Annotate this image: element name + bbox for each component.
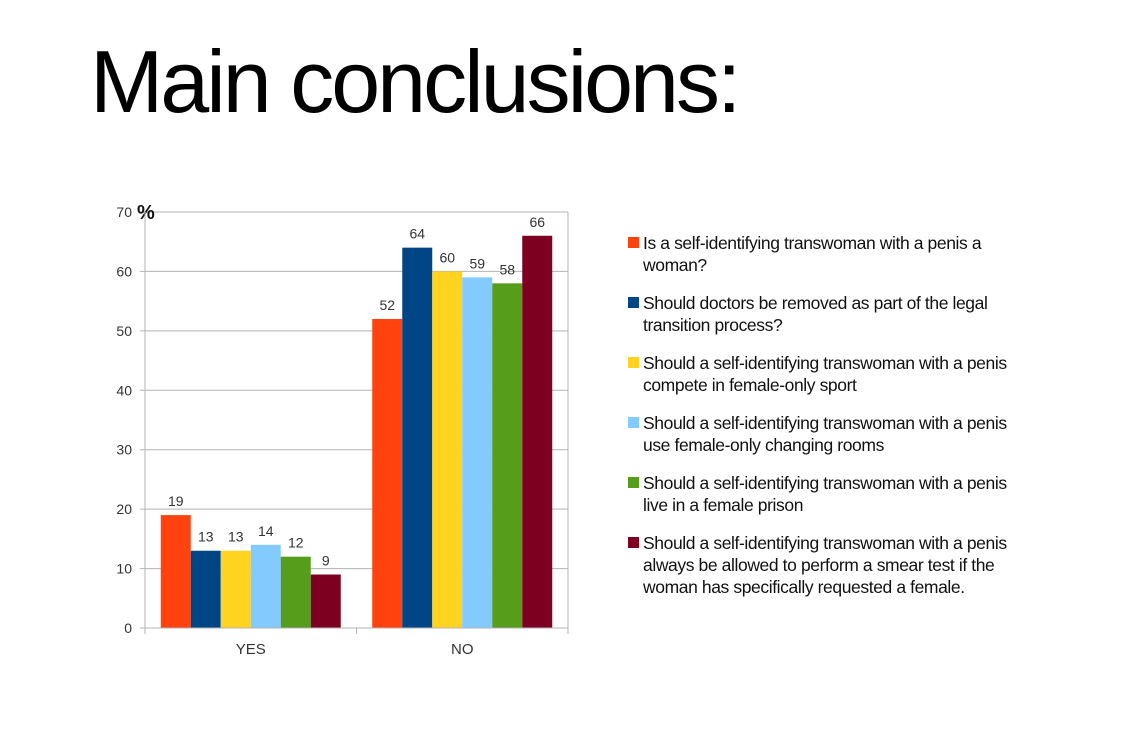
data-label: 14 bbox=[258, 523, 274, 539]
bar bbox=[402, 247, 433, 628]
data-label: 59 bbox=[469, 255, 485, 271]
data-label: 9 bbox=[322, 553, 330, 569]
bar bbox=[280, 556, 311, 628]
y-tick-label: 10 bbox=[116, 561, 132, 577]
y-tick-label: 70 bbox=[116, 204, 132, 220]
y-tick-label: 0 bbox=[124, 620, 132, 636]
legend-swatch bbox=[628, 477, 639, 488]
legend-label: Should a self-identifying transwoman wit… bbox=[643, 473, 1007, 515]
y-tick-label: 20 bbox=[116, 501, 132, 517]
bar bbox=[220, 550, 251, 628]
data-label: 64 bbox=[409, 226, 425, 242]
bar bbox=[492, 283, 523, 628]
legend-swatch bbox=[628, 417, 639, 428]
data-label: 13 bbox=[228, 529, 244, 545]
data-label: 66 bbox=[529, 214, 545, 230]
data-label: 19 bbox=[168, 493, 184, 509]
legend-item: Should a self-identifying transwoman wit… bbox=[628, 532, 1028, 597]
legend-swatch bbox=[628, 357, 639, 368]
legend-item: Is a self-identifying transwoman with a … bbox=[628, 232, 1028, 292]
legend-label: Is a self-identifying transwoman with a … bbox=[643, 233, 982, 275]
data-label: 60 bbox=[439, 249, 455, 265]
y-unit-label: % bbox=[137, 202, 155, 224]
legend-item: Should doctors be removed as part of the… bbox=[628, 292, 1028, 352]
bar bbox=[372, 318, 403, 628]
y-tick-label: 60 bbox=[116, 263, 132, 279]
bar bbox=[190, 550, 221, 628]
legend-label: Should a self-identifying transwoman wit… bbox=[643, 353, 1007, 395]
legend-item: Should a self-identifying transwoman wit… bbox=[628, 412, 1028, 472]
bar bbox=[310, 574, 341, 628]
x-tick-label: NO bbox=[451, 641, 474, 658]
legend-label: Should doctors be removed as part of the… bbox=[643, 293, 988, 335]
bar bbox=[522, 235, 553, 628]
legend-swatch bbox=[628, 537, 639, 548]
bar bbox=[432, 271, 463, 628]
chart-legend: Is a self-identifying transwoman with a … bbox=[628, 232, 1028, 597]
legend-item: Should a self-identifying transwoman wit… bbox=[628, 352, 1028, 412]
data-label: 12 bbox=[288, 535, 304, 551]
legend-label: Should a self-identifying transwoman wit… bbox=[643, 413, 1007, 455]
y-tick-label: 50 bbox=[116, 323, 132, 339]
bar bbox=[250, 544, 281, 628]
legend-swatch bbox=[628, 297, 639, 308]
legend-label: Should a self-identifying transwoman wit… bbox=[643, 533, 1007, 597]
data-label: 58 bbox=[499, 261, 515, 277]
x-tick-label: YES bbox=[236, 641, 266, 658]
data-label: 52 bbox=[379, 297, 395, 313]
slide-title: Main conclusions: bbox=[90, 32, 741, 131]
bar bbox=[160, 515, 191, 628]
legend-swatch bbox=[628, 237, 639, 248]
y-tick-label: 40 bbox=[116, 382, 132, 398]
y-tick-label: 30 bbox=[116, 442, 132, 458]
legend-item: Should a self-identifying transwoman wit… bbox=[628, 472, 1028, 532]
data-label: 13 bbox=[198, 529, 214, 545]
bar bbox=[462, 277, 493, 628]
